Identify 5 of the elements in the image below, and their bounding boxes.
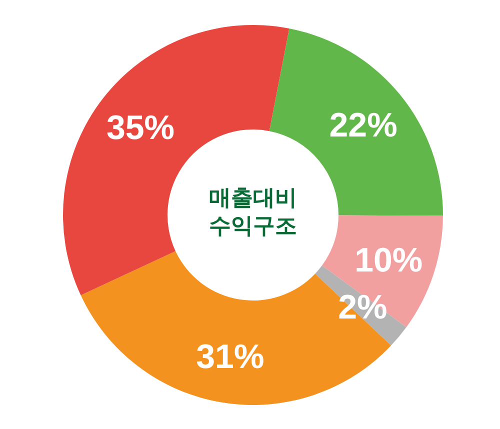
data-label: 22% — [329, 106, 398, 144]
data-label: 35% — [106, 109, 175, 148]
data-label: 31% — [196, 338, 264, 376]
text: 매출대비 수익구조 — [209, 186, 297, 239]
data-label: 10% — [354, 242, 423, 280]
